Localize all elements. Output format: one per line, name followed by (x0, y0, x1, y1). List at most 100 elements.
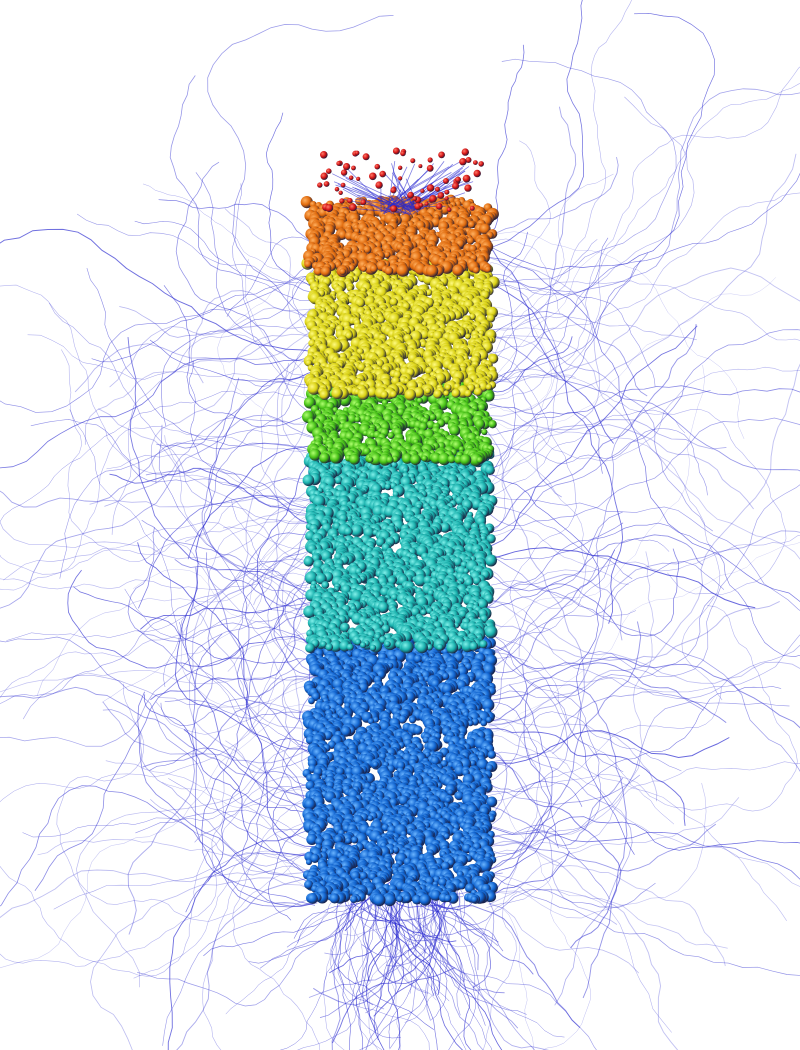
fiber-strand (484, 336, 573, 393)
fiber-strand (36, 511, 314, 697)
fiber-strand (127, 544, 315, 935)
fiber-strand (358, 882, 431, 1050)
blue-sphere (345, 837, 352, 844)
fiber-strand (203, 897, 383, 957)
fiber-strand (329, 894, 412, 974)
fiber-strand (149, 747, 312, 786)
fiber-strand (201, 604, 311, 907)
teal-sphere (463, 568, 470, 574)
fiber-strand (364, 898, 457, 943)
fiber-strand (330, 885, 430, 1050)
fiber-strand (482, 662, 727, 724)
blue-sphere (487, 750, 496, 759)
fiber-strand (331, 892, 342, 1050)
fiber-strand (489, 366, 800, 462)
fiber-strand (352, 890, 401, 1039)
fiber-strand (0, 785, 318, 908)
fiber-strand (484, 259, 641, 386)
fiber-strand (489, 761, 800, 857)
fiber-strand (176, 873, 317, 1050)
fiber-strand (445, 891, 565, 1038)
fiber-strand (486, 886, 728, 949)
fiber-strand (487, 751, 633, 1006)
fiber-strand (488, 574, 623, 641)
fiber-strand (486, 733, 800, 887)
fiber-strand (164, 435, 312, 622)
fiber-strand (105, 760, 313, 851)
fiber-strand (0, 478, 311, 591)
fiber-strand (425, 893, 499, 947)
green-sphere (449, 425, 461, 437)
fiber-strand (319, 885, 399, 1018)
fiber-strand (489, 66, 800, 401)
fiber-strand (0, 274, 316, 413)
fiber-strand (111, 334, 320, 535)
blue-sphere (396, 895, 404, 903)
fiber-strand (389, 898, 418, 1050)
fiber-strand (158, 199, 311, 243)
fiber-strand (184, 567, 319, 813)
fiber-strand (482, 409, 686, 499)
fiber-strand (367, 891, 402, 982)
fiber-strand (489, 535, 800, 591)
fiber-strand (489, 280, 800, 341)
fiber-strand (0, 686, 319, 799)
fiber-strand (482, 88, 800, 293)
fiber-strand (416, 892, 518, 948)
fiber-strand (194, 783, 317, 843)
fiber-strand (190, 290, 320, 384)
fiber-strand (487, 431, 585, 755)
fiber-strand (488, 816, 800, 877)
fiber-strand (488, 256, 800, 602)
fiber-strand (227, 631, 320, 672)
fiber-strand (485, 390, 711, 668)
fiber-strand (426, 895, 455, 1021)
fiber-strand (482, 239, 598, 293)
teal-sphere (479, 640, 488, 649)
fiber-strand (324, 894, 395, 955)
fiber-strand (482, 711, 540, 1050)
fiber-strand (482, 711, 682, 782)
fiber-strand (488, 140, 552, 288)
fiber-strand (489, 324, 697, 531)
fiber-strand (0, 442, 314, 508)
fiber-strand (484, 621, 642, 872)
fiber-strand (161, 263, 321, 427)
blue-sphere (442, 672, 450, 680)
fiber-strand (3, 521, 316, 589)
fiber-strand (485, 542, 800, 735)
blue-sphere (389, 798, 398, 807)
teal-sphere (384, 641, 391, 648)
fiber-strand (486, 428, 708, 496)
fiber-strand (279, 899, 354, 1050)
fiber-strand (365, 893, 397, 1050)
fiber-strand (0, 519, 310, 698)
fiber-strand (53, 852, 319, 910)
fiber-strand (430, 896, 493, 1050)
blue-sphere (367, 718, 375, 725)
fiber-strand (34, 606, 312, 892)
fiber-strand (0, 601, 315, 747)
fiber-strand (134, 220, 311, 302)
fiber-strand (224, 208, 320, 337)
fiber-strand (162, 897, 314, 1046)
blue-sphere (372, 716, 379, 723)
fiber-strand (489, 903, 640, 974)
fiber-strand (365, 893, 391, 1050)
fiber-strand (0, 355, 314, 469)
fiber-strand (489, 334, 800, 472)
fiber-strand (0, 869, 316, 919)
blue-sphere (482, 698, 495, 712)
fiber-strand (488, 231, 745, 439)
fiber-strand (486, 106, 577, 392)
fiber-strand (342, 896, 464, 922)
fiber-strand (187, 370, 318, 560)
fiber-strand (133, 850, 318, 979)
blue-sphere (403, 895, 411, 903)
fiber-strand (485, 580, 637, 618)
teal-sphere (400, 640, 414, 654)
fiber-strand (484, 547, 756, 609)
green-sphere (354, 416, 361, 423)
fiber-strand (480, 496, 800, 611)
fiber-strand (486, 860, 563, 908)
